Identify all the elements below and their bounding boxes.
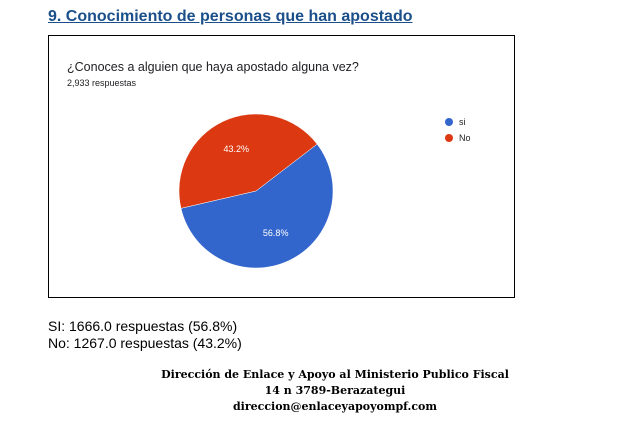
slice-label-si: 56.8% bbox=[263, 228, 289, 238]
response-summary: SI: 1666.0 respuestas (56.8%) No: 1267.0… bbox=[48, 318, 242, 352]
legend: si No bbox=[445, 114, 471, 146]
legend-item-si[interactable]: si bbox=[445, 114, 471, 130]
slice-label-no: 43.2% bbox=[224, 144, 250, 154]
legend-dot-no bbox=[445, 134, 453, 142]
response-count: 2,933 respuestas bbox=[67, 78, 137, 88]
pie-slice-no[interactable] bbox=[178, 113, 318, 209]
footer-email: direccion@enlaceyapoyompf.com bbox=[232, 400, 438, 413]
legend-dot-si bbox=[445, 118, 453, 126]
summary-si: SI: 1666.0 respuestas (56.8%) bbox=[48, 318, 238, 334]
chart-title: ¿Conoces a alguien que haya apostado alg… bbox=[67, 60, 359, 74]
section-heading: 9. Conocimiento de personas que han apos… bbox=[48, 8, 413, 25]
legend-label-no: No bbox=[459, 133, 471, 143]
chart-frame: ¿Conoces a alguien que haya apostado alg… bbox=[48, 35, 515, 298]
pie-slice-si[interactable] bbox=[180, 143, 334, 269]
footer-org: Dirección de Enlace y Apoyo al Ministeri… bbox=[161, 368, 509, 381]
legend-label-si: si bbox=[459, 117, 466, 127]
summary-no: No: 1267.0 respuestas (43.2%) bbox=[48, 335, 242, 351]
footer-address: 14 n 3789-Berazategui bbox=[264, 384, 406, 397]
legend-item-no[interactable]: No bbox=[445, 130, 471, 146]
pie-chart: 56.8% 43.2% bbox=[178, 113, 334, 269]
footer: Dirección de Enlace y Apoyo al Ministeri… bbox=[0, 367, 623, 415]
